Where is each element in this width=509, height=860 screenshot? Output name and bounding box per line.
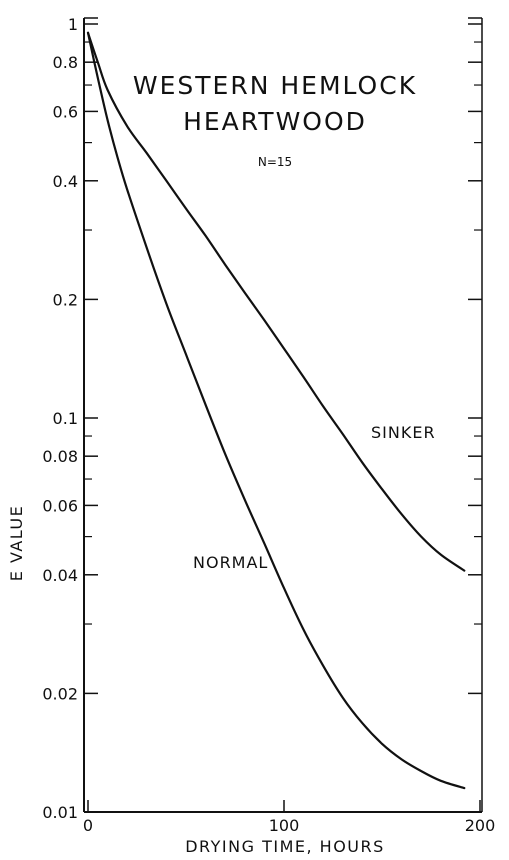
y-tick-label: 0.02 bbox=[42, 684, 78, 703]
y-tick-label: 0.8 bbox=[53, 53, 78, 72]
chart-title-line-2: HEARTWOOD bbox=[183, 107, 367, 136]
y-tick-label: 0.4 bbox=[53, 172, 78, 191]
x-tick-label: 100 bbox=[269, 816, 300, 835]
y-tick-label: 0.2 bbox=[53, 290, 78, 309]
y-tick-label: 0.06 bbox=[42, 496, 78, 515]
y-tick-label: 0.01 bbox=[42, 803, 78, 822]
y-tick-label: 0.08 bbox=[42, 447, 78, 466]
y-axis-ticks: 1 0.8 0.6 0.4 0.2 0.1 0.08 0.06 0.04 0.02 0.01 bbox=[42, 15, 482, 822]
series-label-normal: NORMAL bbox=[193, 553, 268, 572]
chart-subtitle: N=15 bbox=[258, 155, 292, 169]
x-tick-label: 0 bbox=[83, 816, 93, 835]
x-axis-ticks: 0 100 200 bbox=[83, 800, 495, 835]
series-label-sinker: SINKER bbox=[371, 423, 436, 442]
chart-title-line-1: WESTERN HEMLOCK bbox=[133, 71, 417, 100]
y-tick-label: 0.04 bbox=[42, 566, 78, 585]
y-tick-label: 1 bbox=[68, 15, 78, 34]
x-axis-title: DRYING TIME, HOURS bbox=[185, 837, 385, 856]
series-line-normal bbox=[86, 31, 466, 790]
series-lines bbox=[86, 31, 466, 790]
series-line-sinker bbox=[86, 31, 466, 572]
y-tick-label: 0.6 bbox=[53, 102, 78, 121]
plot-frame bbox=[83, 17, 483, 813]
y-tick-label: 0.1 bbox=[53, 409, 78, 428]
x-tick-label: 200 bbox=[465, 816, 496, 835]
y-axis-title: E VALUE bbox=[7, 505, 26, 582]
